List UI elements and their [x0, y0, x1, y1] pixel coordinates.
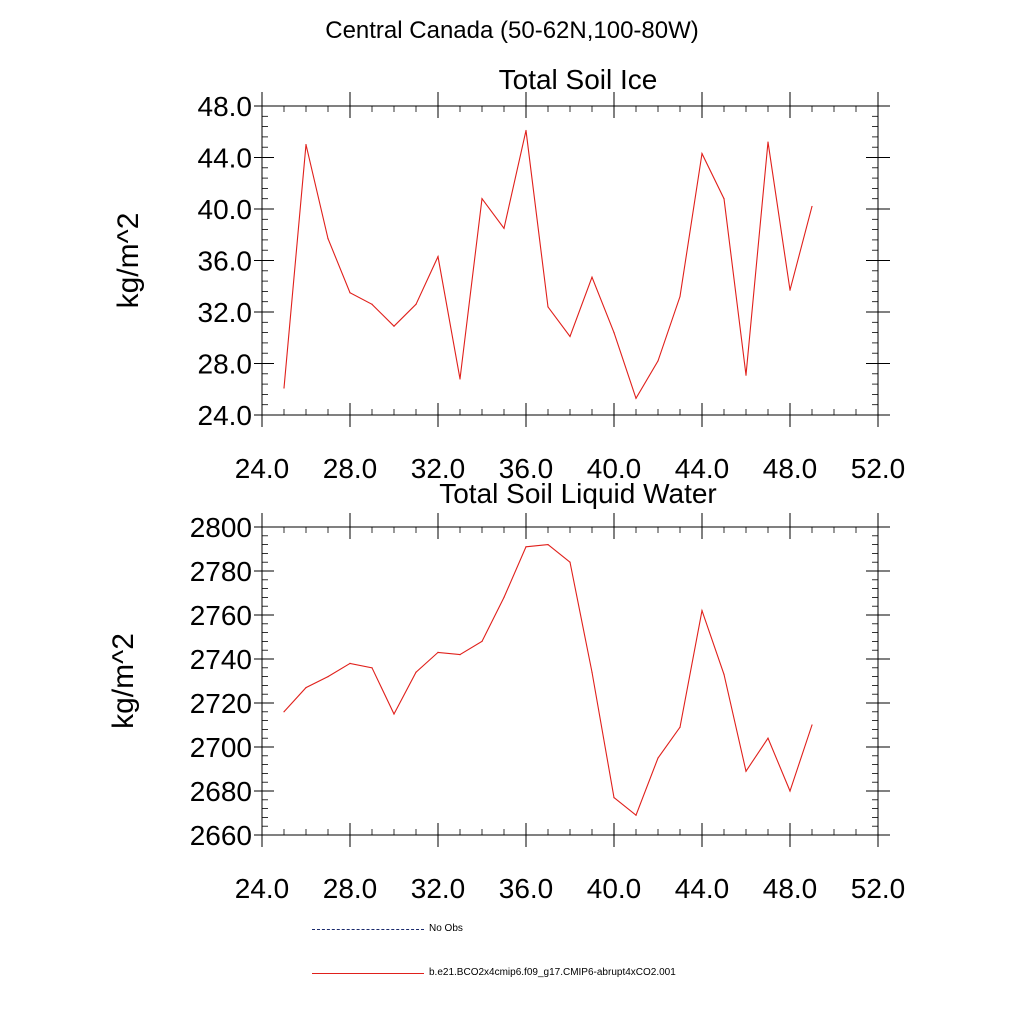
- data-point: [635, 814, 637, 816]
- data-point: [327, 676, 329, 678]
- y-tick-label: 2800: [190, 512, 252, 543]
- data-point: [767, 737, 769, 739]
- series-line: [283, 544, 813, 817]
- y-tick-label: 2660: [190, 820, 252, 851]
- legend-label-no-obs: No Obs: [429, 923, 463, 934]
- chart-title: Total Soil Ice: [499, 64, 658, 95]
- data-point: [811, 205, 813, 208]
- x-tick-label: 52.0: [851, 453, 906, 484]
- data-point: [305, 144, 307, 146]
- y-axis-label: kg/m^2: [112, 213, 145, 309]
- y-tick-label: 40.0: [198, 194, 253, 225]
- data-point: [811, 724, 813, 726]
- data-point: [613, 332, 615, 334]
- y-tick-label: 24.0: [198, 400, 253, 431]
- data-point: [701, 153, 703, 155]
- data-point: [525, 546, 527, 548]
- data-point: [415, 303, 417, 305]
- data-point: [349, 662, 351, 664]
- data-point: [371, 667, 373, 669]
- y-tick-label: 2680: [190, 776, 252, 807]
- data-point: [503, 227, 505, 229]
- x-tick-label: 48.0: [763, 873, 818, 904]
- x-tick-label: 44.0: [675, 873, 730, 904]
- y-tick-label: 28.0: [198, 349, 253, 380]
- data-point: [283, 387, 285, 389]
- series-line: [283, 130, 813, 400]
- data-point: [569, 335, 571, 338]
- x-tick-label: 36.0: [499, 873, 554, 904]
- legend-swatch-no-obs: [312, 929, 424, 930]
- x-tick-label: 24.0: [235, 873, 290, 904]
- data-point: [503, 596, 505, 598]
- y-tick-label: 2720: [190, 688, 252, 719]
- x-tick-label: 52.0: [851, 873, 906, 904]
- legend-swatch-model-run: [312, 973, 424, 974]
- data-point: [613, 797, 615, 799]
- x-tick-label: 28.0: [323, 453, 378, 484]
- x-tick-label: 36.0: [499, 453, 554, 484]
- data-point: [789, 289, 791, 291]
- data-point: [327, 238, 329, 240]
- data-point: [547, 306, 549, 308]
- data-point: [393, 713, 395, 715]
- data-point: [459, 378, 461, 380]
- data-point: [701, 610, 703, 612]
- data-point: [437, 256, 439, 258]
- x-tick-label: 28.0: [323, 873, 378, 904]
- y-tick-label: 44.0: [198, 143, 253, 174]
- data-point: [657, 757, 659, 759]
- page-title: Central Canada (50-62N,100-80W): [325, 17, 699, 44]
- data-point: [415, 671, 417, 673]
- data-point: [657, 360, 659, 362]
- data-point: [283, 711, 285, 713]
- legend-label-model-run: b.e21.BCO2x4cmip6.f09_g17.CMIP6-abrupt4x…: [429, 967, 676, 978]
- data-point: [745, 374, 747, 376]
- soil-liquid-water-chart: Total Soil Liquid Water kg/m^2 2660 2680 270…: [107, 478, 906, 904]
- data-point: [591, 276, 593, 278]
- plot-frame: [261, 526, 879, 836]
- data-point: [789, 790, 791, 792]
- data-point: [723, 673, 725, 675]
- chart-title: Total Soil Liquid Water: [439, 478, 717, 509]
- data-point: [679, 726, 681, 728]
- data-point: [481, 640, 483, 642]
- y-tick-label: 2700: [190, 732, 252, 763]
- y-tick-label: 32.0: [198, 297, 253, 328]
- x-tick-label: 48.0: [763, 453, 818, 484]
- x-tick-label: 40.0: [587, 453, 642, 484]
- data-point: [481, 198, 483, 200]
- y-axis-label: kg/m^2: [107, 633, 140, 729]
- data-point: [547, 544, 549, 546]
- y-tick-label: 2760: [190, 600, 252, 631]
- y-tick-label: 48.0: [198, 91, 253, 122]
- x-tick-label: 32.0: [411, 873, 466, 904]
- soil-ice-chart: Total Soil Ice kg/m^2 24.0 28.0 32.0 36.0 40.0…: [112, 64, 906, 484]
- x-tick-label: 24.0: [235, 453, 290, 484]
- x-tick-label: 40.0: [587, 873, 642, 904]
- data-point: [525, 129, 527, 132]
- data-point: [767, 141, 769, 143]
- x-tick-label: 32.0: [411, 453, 466, 484]
- data-point: [371, 303, 373, 305]
- data-point: [393, 325, 395, 327]
- y-tick-label: 2780: [190, 556, 252, 587]
- data-point: [723, 198, 725, 200]
- data-point: [635, 397, 637, 399]
- data-point: [349, 292, 351, 294]
- data-point: [569, 561, 571, 563]
- data-point: [437, 651, 439, 653]
- data-point: [679, 295, 681, 298]
- data-point: [591, 671, 593, 673]
- data-point: [745, 770, 747, 772]
- y-tick-label: 2740: [190, 644, 252, 675]
- data-point: [305, 687, 307, 689]
- y-tick-label: 36.0: [198, 246, 253, 277]
- data-point: [459, 654, 461, 656]
- x-tick-label: 44.0: [675, 453, 730, 484]
